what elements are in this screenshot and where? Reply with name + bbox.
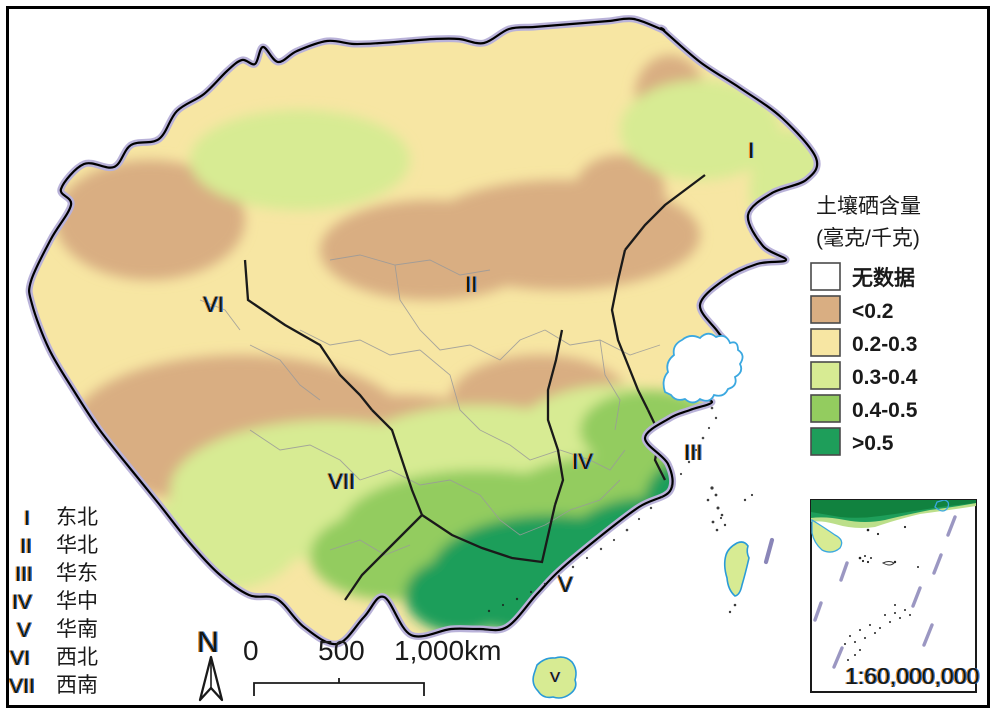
svg-text:0.2-0.3: 0.2-0.3 — [852, 333, 917, 356]
svg-text:(毫克/千克): (毫克/千克) — [816, 227, 920, 250]
svg-text:VII: VII — [9, 675, 35, 698]
svg-text:IV: IV — [12, 591, 32, 614]
svg-text:VI: VI — [203, 292, 224, 317]
svg-text:华中: 华中 — [56, 590, 98, 613]
svg-text:I: I — [24, 507, 30, 530]
svg-text:0.4-0.5: 0.4-0.5 — [852, 399, 918, 422]
svg-text:V: V — [558, 572, 573, 597]
svg-text:III: III — [684, 440, 702, 465]
svg-text:无数据: 无数据 — [852, 267, 915, 290]
svg-text:II: II — [465, 272, 477, 297]
svg-text:IV: IV — [572, 449, 593, 474]
svg-text:华东: 华东 — [56, 562, 98, 585]
svg-text:II: II — [20, 535, 32, 558]
svg-text:N: N — [197, 626, 219, 659]
svg-text:>0.5: >0.5 — [852, 432, 894, 455]
svg-text:东北: 东北 — [56, 506, 98, 529]
svg-text:西南: 西南 — [56, 674, 98, 697]
svg-text:0: 0 — [243, 635, 259, 666]
svg-text:I: I — [748, 138, 754, 163]
svg-text:V: V — [17, 619, 31, 642]
svg-text:V: V — [550, 669, 560, 686]
svg-text:500: 500 — [318, 635, 365, 666]
svg-text:VII: VII — [328, 469, 355, 494]
svg-text:<0.2: <0.2 — [852, 300, 893, 323]
svg-text:1:60,000,000: 1:60,000,000 — [845, 663, 979, 689]
svg-text:III: III — [15, 563, 33, 586]
svg-text:华南: 华南 — [56, 618, 98, 641]
svg-text:VI: VI — [10, 647, 30, 670]
svg-text:西北: 西北 — [56, 646, 98, 669]
svg-text:土壤硒含量: 土壤硒含量 — [816, 195, 921, 218]
svg-text:华北: 华北 — [56, 534, 98, 557]
svg-text:0.3-0.4: 0.3-0.4 — [852, 366, 918, 389]
svg-text:1,000km: 1,000km — [394, 635, 501, 666]
